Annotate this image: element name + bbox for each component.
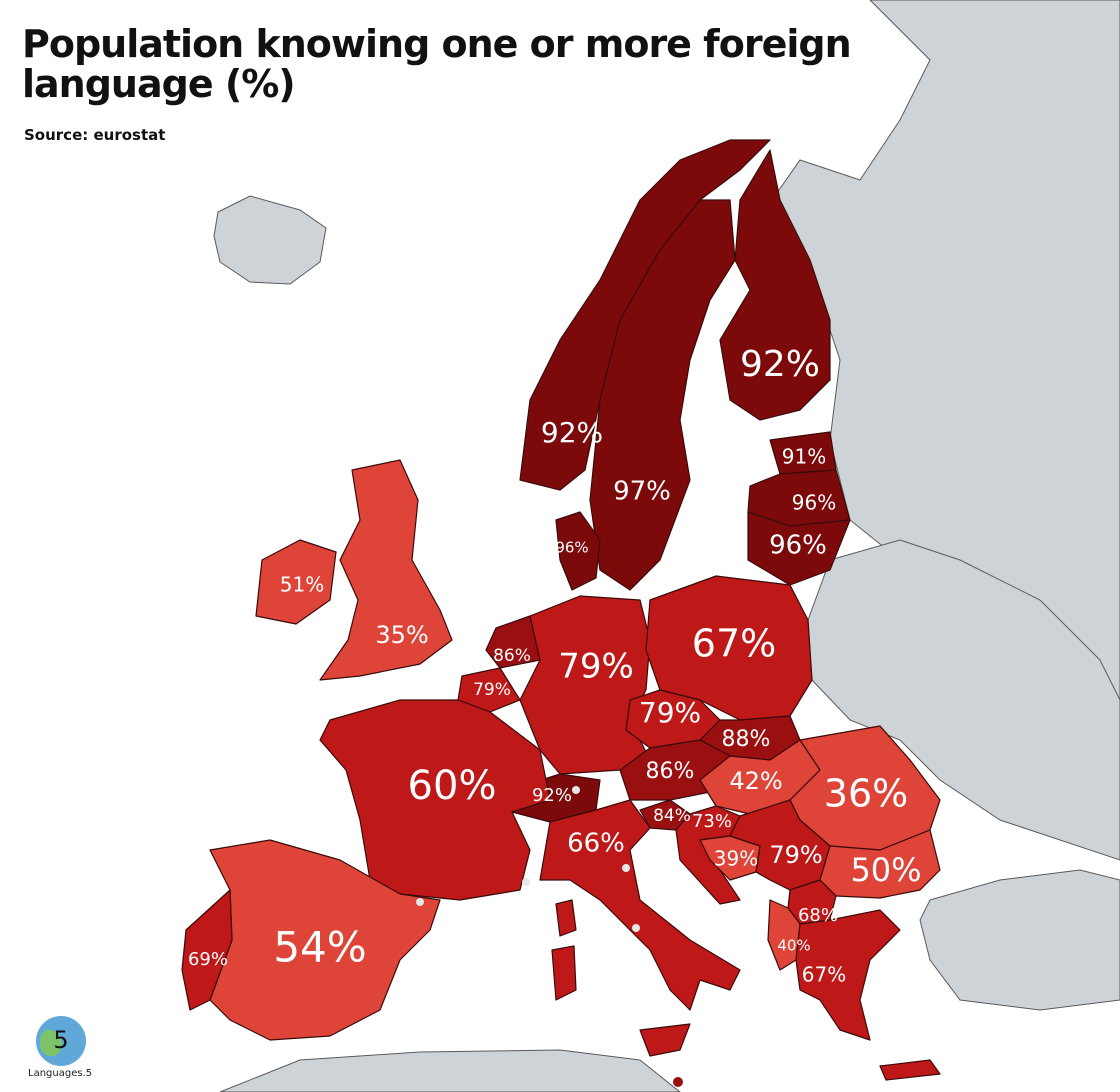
label-switzerland: 92%	[532, 785, 572, 806]
sicily-shape	[639, 1023, 691, 1057]
globe-icon: 5	[36, 1016, 86, 1066]
label-latvia: 96%	[792, 491, 836, 515]
city-marker	[522, 878, 530, 886]
turkey-shape	[919, 869, 1120, 1011]
portugal-shape	[181, 889, 233, 1011]
label-italy: 66%	[567, 829, 625, 859]
label-albania: 40%	[777, 937, 810, 955]
map-title: Population knowing one or more foreign l…	[22, 22, 852, 106]
label-finland: 92%	[740, 344, 820, 385]
label-lithuania: 96%	[769, 531, 827, 561]
label-romania: 36%	[824, 772, 908, 816]
label-ireland: 51%	[280, 573, 324, 597]
netherlands-shape	[485, 615, 541, 669]
corsica-shape	[555, 899, 577, 937]
city-marker	[622, 864, 630, 872]
label-estonia: 91%	[782, 445, 826, 469]
belarus-ukraine-shape	[807, 539, 1120, 861]
label-denmark: 96%	[555, 539, 588, 557]
label-croatia: 73%	[692, 811, 732, 832]
label-austria: 86%	[646, 759, 695, 784]
label-slovakia: 88%	[722, 727, 771, 752]
label-serbia: 79%	[769, 841, 822, 869]
malta-marker	[673, 1077, 683, 1087]
label-bulgaria: 50%	[850, 851, 921, 889]
greece-shape	[795, 909, 901, 1041]
sardinia-shape	[551, 945, 577, 1001]
label-uk: 35%	[375, 621, 428, 649]
label-norway: 92%	[541, 416, 603, 449]
label-belgium: 79%	[473, 680, 511, 700]
label-slovenia: 84%	[653, 806, 691, 826]
africa-shape	[219, 1049, 681, 1092]
capital-markers	[416, 786, 683, 1087]
label-sweden: 97%	[613, 477, 671, 507]
lithuania-shape	[747, 511, 851, 586]
label-czechia: 79%	[639, 696, 701, 729]
label-spain: 54%	[273, 923, 366, 972]
city-marker	[572, 786, 580, 794]
logo-number: 5	[53, 1026, 69, 1054]
label-poland: 67%	[692, 622, 776, 666]
italy-shape	[539, 799, 741, 1011]
label-bosnia: 39%	[714, 847, 758, 871]
globe-land	[40, 1030, 62, 1056]
label-netherlands: 86%	[493, 646, 531, 666]
languages5-logo: 5 Languages.5	[28, 1012, 98, 1088]
label-hungary: 42%	[729, 767, 782, 795]
label-germany: 79%	[558, 647, 634, 687]
city-marker	[632, 924, 640, 932]
city-marker	[416, 898, 424, 906]
france-shape	[319, 699, 551, 901]
uk-shape	[319, 459, 453, 681]
norway-shape	[519, 139, 771, 491]
label-north-macedonia: 68%	[798, 905, 838, 926]
non-eu-land	[213, 0, 1120, 1092]
label-portugal: 69%	[188, 949, 228, 970]
iceland-shape	[213, 195, 327, 285]
logo-text: Languages.5	[28, 1068, 93, 1079]
belgium-shape	[457, 667, 521, 713]
ireland-shape	[255, 539, 337, 625]
label-france: 60%	[408, 763, 497, 809]
finland-shape	[719, 149, 831, 421]
sweden-shape	[589, 199, 736, 591]
value-labels: 92% 97% 92% 91% 96% 96% 96% 51% 35% 86% …	[188, 344, 922, 987]
label-greece: 67%	[802, 963, 846, 987]
denmark-shape	[555, 511, 601, 591]
source-label: Source: eurostat	[24, 126, 166, 144]
crete-shape	[879, 1059, 941, 1081]
